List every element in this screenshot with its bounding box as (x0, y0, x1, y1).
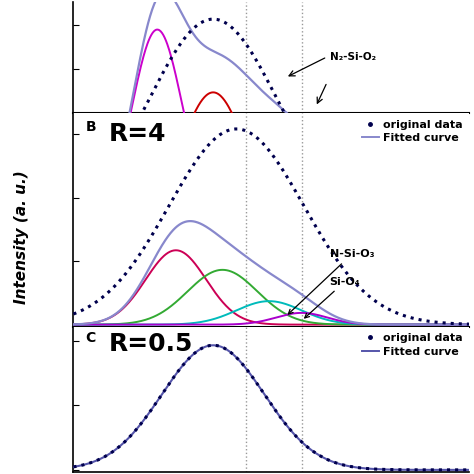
Legend: original data, Fitted curve: original data, Fitted curve (361, 332, 464, 358)
Text: B: B (85, 120, 96, 134)
Legend: original data, Fitted curve: original data, Fitted curve (361, 119, 464, 145)
Text: N-Si-O₃: N-Si-O₃ (288, 249, 374, 314)
Text: N₂-Si-O₂: N₂-Si-O₂ (329, 52, 376, 62)
Text: Intensity (a. u.): Intensity (a. u.) (14, 170, 29, 304)
Text: R=0.5: R=0.5 (109, 332, 193, 356)
Text: C: C (85, 331, 96, 345)
Text: Si-O₄: Si-O₄ (305, 276, 360, 318)
Text: R=4: R=4 (109, 122, 166, 146)
